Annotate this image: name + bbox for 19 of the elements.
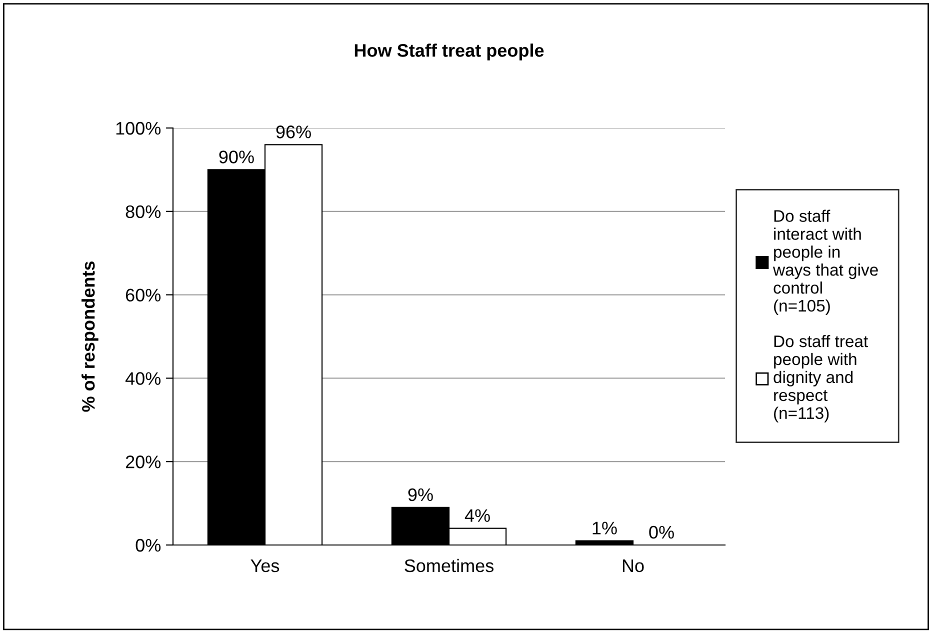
y-tick-label: 100% [116,122,161,135]
x-tick-label: Yes [250,560,280,572]
y-tick-label: 60% [126,288,161,302]
legend-label: Do staff interact with people in ways that give control (n=105) [772,210,878,315]
text: 9% [408,488,433,502]
text: 90% [219,150,254,164]
x-tick-label: No [622,560,644,572]
text: 1% [592,522,617,534]
chart-title: How Staff treat people [354,44,544,60]
y-tick-label: 80% [126,205,161,218]
y-tick-label: 20% [126,456,161,468]
y-tick-label: 0% [136,538,161,552]
y-axis-title: % of respondents [82,261,98,412]
text: 96% [276,126,311,138]
legend-label: Do staff treat people with dignity and respect (n=113) [774,334,868,422]
x-tick-label: Sometimes [404,558,494,572]
text: 0% [649,526,674,539]
y-tick-label: 40% [125,372,161,385]
text: 4% [464,509,490,522]
